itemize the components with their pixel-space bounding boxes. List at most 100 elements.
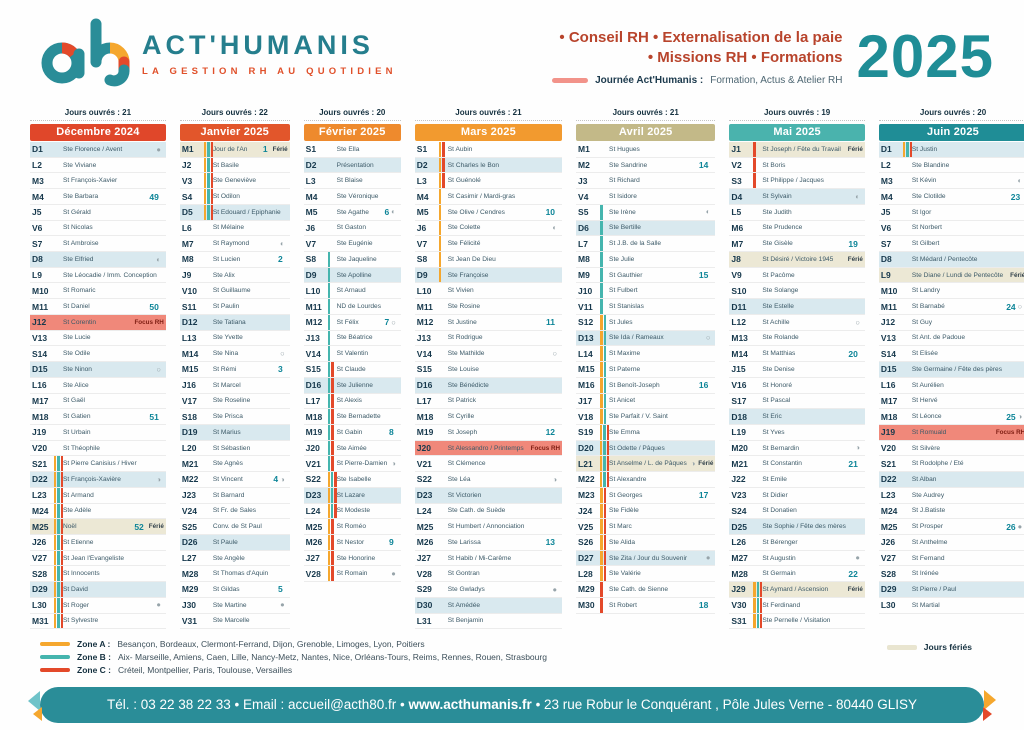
day-row: J23 St Barnard <box>179 488 290 504</box>
day-row: V7 Ste Eugénie <box>303 236 401 253</box>
jours-feries-swatch-icon <box>886 644 917 650</box>
day-row: M1 St Hugues <box>576 142 716 158</box>
day-label: D22 <box>880 474 897 485</box>
day-row: M22 St Alexandre <box>576 472 716 488</box>
saint-name: St Anthelme <box>911 538 948 546</box>
vacation-zone-stripes <box>903 346 912 361</box>
week-number: 50 <box>149 301 159 312</box>
day-row: D16 Ste Bénédicte <box>414 377 563 394</box>
saint-name: St Fr. de Sales <box>212 507 257 515</box>
week-number: 9 <box>389 537 394 548</box>
day-label: V21 <box>305 458 321 469</box>
vacation-zone-stripes <box>54 221 63 236</box>
vacation-zone-stripes <box>439 409 448 424</box>
day-row: D30 St Amédée <box>414 597 563 614</box>
vacation-zone-stripes <box>54 394 63 409</box>
day-row: M29 St Gildas 5 <box>179 582 290 598</box>
month-column: Jours ouvrés : 22 Janvier 2025 M1 Jour d… <box>179 106 290 630</box>
saint-name: Ste Larissa <box>447 538 481 546</box>
saint-name: Ste Bénédicte <box>447 381 489 389</box>
day-label: D1 <box>880 144 892 155</box>
saint-name: Ste Marcelle <box>212 617 250 625</box>
journee-legend-label: Journée Act'Humanis : <box>595 74 704 86</box>
contact-bar-wrap: Tél. : 03 22 38 22 33 • Email : accueil@… <box>28 687 996 724</box>
day-row: M21 Ste Agnès <box>179 456 290 473</box>
day-label: J19 <box>32 427 47 438</box>
saint-name: Ste Aimée <box>336 444 367 452</box>
day-label: M4 <box>32 191 44 202</box>
day-row: M5 Ste Agathe 6 ◐ <box>303 205 401 221</box>
day-label: D12 <box>181 317 198 328</box>
day-row: J24 Ste Fidèle <box>576 503 716 520</box>
saint-name: St Benoît-Joseph <box>609 381 660 389</box>
vacation-zone-stripes <box>903 189 912 204</box>
day-label: D4 <box>731 191 743 202</box>
saint-name: Ste Viviane <box>63 161 97 169</box>
saint-name: St Martial <box>911 601 940 609</box>
day-label: M7 <box>731 238 744 249</box>
day-label: S29 <box>416 584 432 595</box>
day-label: V7 <box>416 238 428 249</box>
day-label: L14 <box>578 348 593 359</box>
day-label: M6 <box>731 222 744 233</box>
vacation-zone-stripes <box>54 441 63 456</box>
vacation-zone-stripes <box>600 204 609 220</box>
saint-name: Ste Agnès <box>212 460 243 468</box>
saint-name: St Vivien <box>447 287 474 295</box>
day-label: V27 <box>32 553 48 564</box>
day-row: D12 Ste Tatiana <box>179 314 290 331</box>
saint-name: St Valentin <box>336 350 369 358</box>
day-row: D15 Ste Ninon ○ <box>30 362 166 378</box>
day-row: M3 St François-Xavier <box>30 173 166 190</box>
day-label: M5 <box>305 207 318 218</box>
day-row: L16 St Aurélien <box>878 378 1024 394</box>
saint-name: St Casimir / Mardi-gras <box>447 193 516 201</box>
month-days: S1 Ste Ella D2 Présentation L3 St Blaise… <box>303 142 401 583</box>
saint-name: Ste Rosine <box>447 303 481 311</box>
day-row: V6 St Norbert <box>878 221 1024 237</box>
saint-name: Ste Prudence <box>762 224 803 232</box>
day-label: D16 <box>305 380 322 391</box>
day-label: S1 <box>305 144 317 155</box>
day-label: V20 <box>32 443 48 454</box>
vacation-zone-stripes <box>600 189 609 204</box>
services-list: • Conseil RH • Externalisation de la pai… <box>552 28 843 86</box>
vacation-zone-stripes <box>328 173 337 188</box>
day-label: V31 <box>181 615 197 626</box>
day-row: M12 St Justine 11 <box>414 315 563 331</box>
vacation-zone-stripes <box>327 519 337 534</box>
day-label: D23 <box>416 490 433 501</box>
vacation-zone-stripes <box>600 472 610 487</box>
month-title: Avril 2025 <box>576 124 716 141</box>
day-label: M3 <box>880 175 893 186</box>
saint-name: Ste Alix <box>212 271 235 279</box>
moon-phase-icon: ◑ <box>690 458 696 468</box>
saint-name: St Patrick <box>447 397 476 405</box>
day-row: S11 St Paulin <box>179 299 290 315</box>
day-label: M11 <box>305 301 322 312</box>
saint-name: St Mélaine <box>212 224 244 232</box>
vacation-zone-stripes <box>903 566 912 581</box>
week-number: 22 <box>848 568 858 579</box>
day-label: V25 <box>578 521 594 532</box>
saint-name: Ste Martine <box>212 601 247 609</box>
vacation-zone-stripes <box>54 299 63 314</box>
day-label: V2 <box>731 160 742 171</box>
vacation-zone-stripes <box>753 394 762 409</box>
week-number: 6 <box>384 207 390 218</box>
saint-name: Ste Prisca <box>212 413 243 421</box>
saint-name: St Sylvain <box>762 193 792 201</box>
day-row: D1 Ste Florence / Avent ● <box>30 142 166 158</box>
day-row: M8 St Lucien 2 <box>179 252 290 268</box>
services-line-1: • Conseil RH • Externalisation de la pai… <box>559 29 843 46</box>
day-row: D19 St Marius <box>179 424 290 441</box>
vacation-zone-stripes <box>600 597 609 613</box>
day-row: J5 St Gérald <box>30 205 166 221</box>
vacation-zone-stripes <box>600 299 609 314</box>
holiday-tag: Férié <box>847 255 863 263</box>
day-label: M25 <box>416 521 434 532</box>
vacation-zone-stripes <box>600 393 609 409</box>
day-label: S3 <box>731 175 742 186</box>
day-label: J26 <box>880 537 896 548</box>
day-row: D27 Ste Zita / Jour du Souvenir ● <box>576 550 716 567</box>
